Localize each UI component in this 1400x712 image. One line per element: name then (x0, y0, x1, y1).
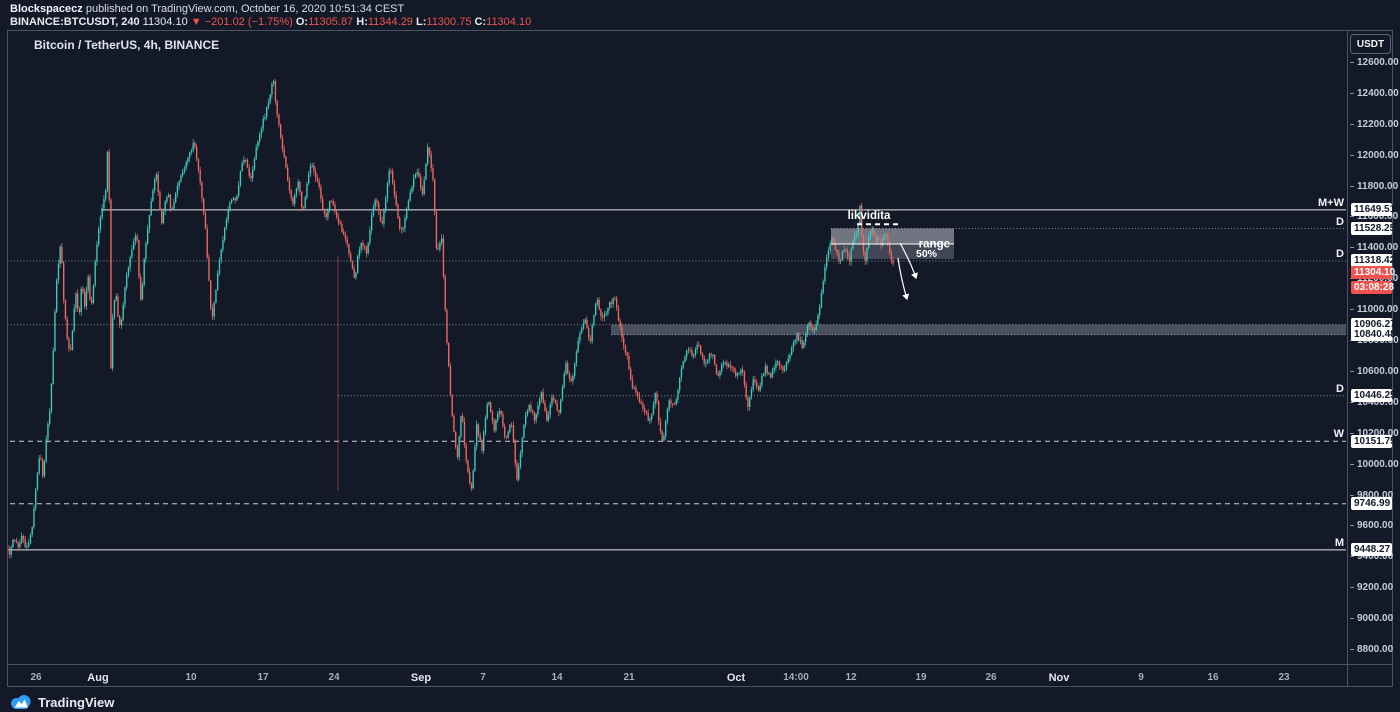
low-value: 11300.75 (426, 16, 472, 28)
time-axis[interactable]: 26 Aug 10 17 24 Sep 7 14 21 Oct 14:00 12 19 26 Nov 9 16 2… (8, 665, 1347, 686)
price-level-badge: 11528.25 (1351, 222, 1395, 236)
time-label: 19 (915, 672, 927, 683)
level-letter-d: D (1336, 382, 1344, 395)
time-label: 10 (185, 672, 197, 683)
time-label: 21 (623, 672, 635, 683)
time-label: 17 (257, 672, 269, 683)
time-label: 14 (551, 672, 563, 683)
price-level-badge: 10840.48 (1351, 328, 1396, 342)
author-name: Blockspacecz (10, 3, 83, 15)
price-tick: 12400.00 (1350, 88, 1399, 100)
time-label: Nov (1048, 672, 1070, 684)
price-level-badge: 10446.25 (1351, 389, 1396, 403)
price-level-badge: 9448.27 (1351, 543, 1392, 557)
candlestick-series (8, 78, 894, 559)
projection-arrows (897, 242, 918, 301)
level-letter-d: D (1336, 215, 1344, 228)
current-price-badge: 11304.10 (1351, 266, 1395, 280)
publish-info: Blockspacecz published on TradingView.co… (10, 3, 404, 16)
bar-countdown-badge: 03:08:28 (1351, 281, 1394, 295)
price-tick: 11000.00 (1350, 304, 1398, 316)
open-label: O: (295, 16, 309, 28)
level-letter-mw: M+W (1318, 196, 1344, 209)
open-value: 11305.87 (308, 16, 354, 28)
last-price: 11304.10 (142, 16, 188, 28)
close-label: C: (474, 16, 487, 28)
close-value: 11304.10 (486, 16, 532, 28)
chart-frame: likvidita range 50% Bitcoin / TetherUS, … (7, 30, 1399, 687)
price-axis[interactable]: USDT 12600.00 12400.00 12200.00 12000.00 118… (1348, 31, 1399, 664)
time-label: 24 (328, 672, 340, 683)
tradingview-logo-icon (11, 695, 31, 709)
time-label: 14:00 (783, 672, 809, 683)
currency-toggle-button[interactable]: USDT (1350, 34, 1391, 54)
supply-zone (611, 324, 1346, 335)
time-label: 26 (30, 672, 42, 683)
time-label: 7 (480, 672, 486, 683)
chart-title: Bitcoin / TetherUS, 4h, BINANCE (34, 38, 220, 52)
level-letter-w: W (1333, 428, 1344, 441)
price-tick: 9400.00 (1350, 551, 1393, 563)
candlestick-chart[interactable]: likvidita range 50% (8, 31, 1347, 664)
low-label: L: (416, 16, 427, 28)
price-tick: 9800.00 (1350, 490, 1393, 502)
price-tick: 10400.00 (1350, 397, 1399, 409)
time-axis-separator (8, 664, 1392, 665)
price-tick: 11600.00 (1350, 211, 1398, 223)
time-label: Oct (726, 672, 746, 684)
publish-text: published on TradingView.com, October 16… (85, 3, 405, 15)
price-tick: 9000.00 (1350, 613, 1393, 625)
price-tick: 9200.00 (1350, 582, 1393, 594)
price-tick: 10200.00 (1350, 428, 1399, 440)
price-level-badge: 9746.99 (1351, 497, 1392, 511)
price-change: −201.02 (−1.75%) (204, 16, 293, 28)
time-label: 16 (1207, 672, 1219, 683)
level-letter-m: M (1334, 536, 1344, 549)
price-tick: 8800.00 (1350, 644, 1393, 656)
tradingview-attribution[interactable]: TradingView (10, 693, 114, 711)
time-label: Sep (410, 672, 432, 684)
price-tick: 12000.00 (1350, 150, 1399, 162)
time-label: 9 (1138, 672, 1144, 683)
likvidita-label: likvidita (848, 210, 891, 222)
time-label: 26 (985, 672, 997, 683)
price-tick: 10000.00 (1350, 459, 1399, 471)
time-label: 12 (845, 672, 857, 683)
price-tick: 11800.00 (1350, 181, 1398, 193)
price-tick: 11400.00 (1350, 242, 1398, 254)
key-levels (8, 209, 1346, 551)
level-letter-d: D (1336, 247, 1344, 260)
axis-separator (1347, 31, 1348, 686)
price-level-badge: 11318.42 (1351, 254, 1395, 268)
price-level-badge: 10906.27 (1351, 318, 1396, 332)
price-tick: 10600.00 (1350, 366, 1399, 378)
down-arrow-icon: ▼ (190, 16, 202, 28)
price-tick: 12200.00 (1350, 119, 1399, 131)
price-level-badge: 11649.51 (1351, 203, 1395, 217)
time-label: 23 (1278, 672, 1290, 683)
symbol-status-line: BINANCE:BTCUSDT, 240 11304.10 ▼ −201.02 … (10, 16, 531, 29)
symbol-name: BINANCE:BTCUSDT, 240 (10, 16, 140, 28)
tradingview-wordmark: TradingView (38, 694, 115, 710)
price-level-badge: 10151.75 (1351, 434, 1396, 448)
high-label: H: (356, 16, 368, 28)
price-tick: 12600.00 (1350, 57, 1399, 69)
fifty-percent-label: 50% (916, 248, 938, 260)
time-label: Aug (87, 672, 109, 684)
annotations: likvidita range 50% (831, 210, 954, 260)
price-tick: 9600.00 (1350, 520, 1393, 532)
high-value: 11344.29 (367, 16, 413, 28)
